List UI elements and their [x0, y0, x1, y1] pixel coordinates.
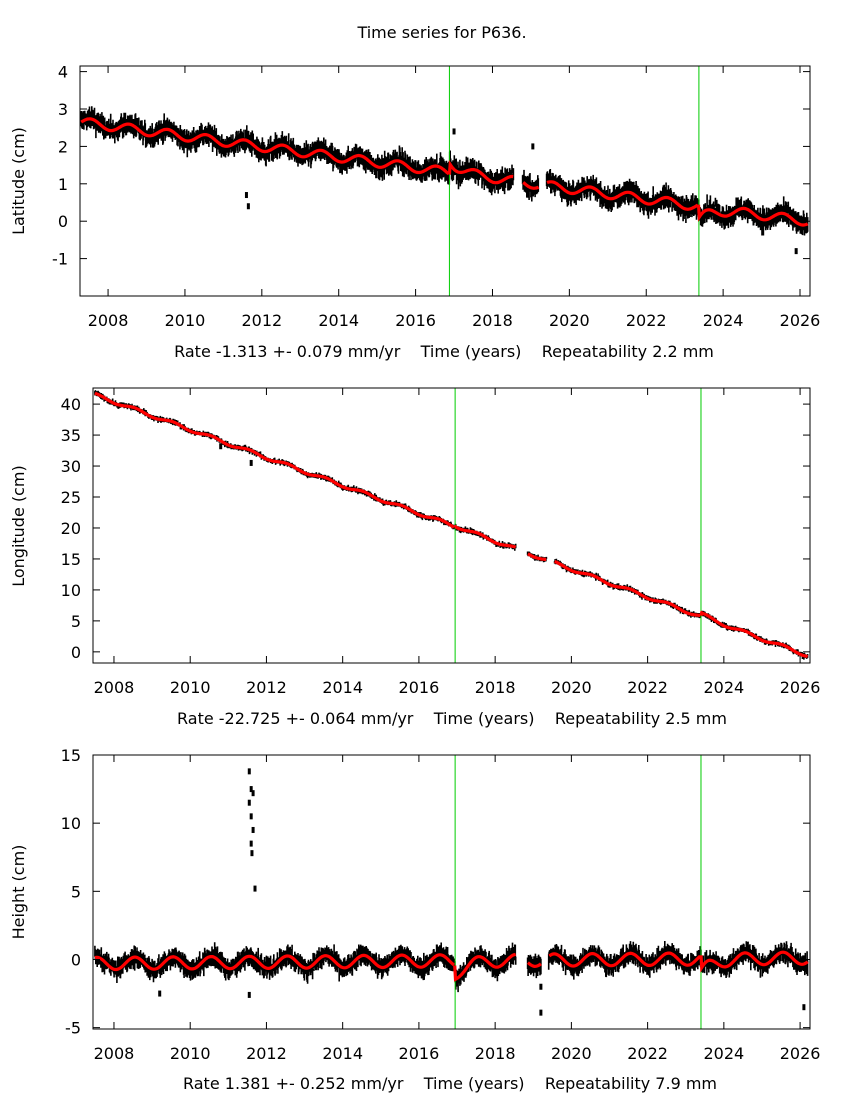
height-plot-frame	[92, 754, 811, 1030]
x-tick-label: 2024	[703, 1044, 744, 1063]
height-offset-lines	[454, 755, 702, 1029]
latitude-y-axis-label: Latitude (cm)	[9, 127, 28, 235]
y-tick-label: 5	[71, 612, 81, 631]
height-axis-ticks: 2008 2010 2012 2014 2016 2018 2020 2022 2024 2026…	[61, 746, 821, 1063]
model-fit-line	[94, 950, 809, 982]
height-x-axis-label: Rate 1.381 +- 0.252 mm/yr Time (years) R…	[183, 1074, 717, 1093]
longitude-model-fit	[94, 391, 809, 659]
y-tick-label: 35	[61, 426, 81, 445]
outlier-point	[219, 443, 223, 450]
outlier-point	[531, 143, 535, 150]
y-tick-label: 2	[58, 137, 68, 156]
outlier-point	[247, 768, 251, 775]
outlier-point	[250, 850, 254, 857]
y-tick-label: 15	[61, 550, 81, 569]
height-model-fit	[94, 950, 809, 982]
latitude-offset-lines	[448, 66, 700, 296]
x-tick-label: 2022	[627, 678, 668, 697]
y-tick-label: 0	[58, 212, 68, 231]
outlier-point	[246, 203, 250, 210]
x-tick-label: 2024	[703, 678, 744, 697]
x-tick-label: 2014	[322, 678, 363, 697]
latitude-plot-frame	[79, 65, 811, 297]
x-tick-label: 2014	[322, 1044, 363, 1063]
x-tick-label: 2020	[549, 311, 590, 330]
y-tick-label: 0	[71, 643, 81, 662]
longitude-offset-lines	[454, 388, 702, 663]
x-tick-label: 2024	[703, 311, 744, 330]
longitude-y-axis-label: Longitude (cm)	[9, 465, 28, 587]
x-tick-label: 2016	[395, 311, 436, 330]
longitude-x-axis-label: Rate -22.725 +- 0.064 mm/yr Time (years)…	[177, 709, 727, 728]
y-tick-label: 10	[61, 814, 81, 833]
x-tick-label: 2012	[246, 1044, 287, 1063]
outlier-point	[802, 1004, 806, 1011]
latitude-x-axis-label: Rate -1.313 +- 0.079 mm/yr Time (years) …	[174, 342, 714, 361]
y-tick-label: 25	[61, 488, 81, 507]
x-tick-label: 2018	[472, 311, 513, 330]
longitude-plot-frame	[92, 387, 811, 664]
x-tick-label: 2016	[399, 678, 440, 697]
x-tick-label: 2008	[88, 311, 129, 330]
y-tick-label: 20	[61, 519, 81, 538]
y-tick-label: -1	[52, 250, 68, 269]
y-tick-label: -5	[65, 1019, 81, 1038]
x-tick-label: 2022	[626, 311, 667, 330]
x-tick-label: 2008	[94, 678, 135, 697]
y-tick-label: 3	[58, 100, 68, 119]
latitude-panel: 2008 2010 2012 2014 2016 2018 2020 2022 2024 2026…	[9, 63, 820, 361]
y-tick-label: 40	[61, 395, 81, 414]
x-tick-label: 2012	[241, 311, 282, 330]
outlier-point	[539, 1009, 543, 1016]
x-tick-label: 2010	[170, 678, 211, 697]
x-tick-label: 2016	[399, 1044, 440, 1063]
figure-title: Time series for P636.	[356, 23, 526, 42]
x-tick-label: 2012	[246, 678, 287, 697]
y-tick-label: 0	[71, 950, 81, 969]
x-tick-label: 2018	[475, 1044, 516, 1063]
x-tick-label: 2008	[94, 1044, 135, 1063]
outlier-point	[249, 813, 253, 820]
longitude-panel: 2008 2010 2012 2014 2016 2018 2020 2022 2024 2026…	[9, 387, 821, 728]
outlier-point	[452, 128, 456, 135]
x-tick-label: 2014	[318, 311, 359, 330]
outlier-point	[247, 799, 251, 806]
height-panel: 2008 2010 2012 2014 2016 2018 2020 2022 2024 2026…	[9, 746, 820, 1093]
x-tick-label: 2018	[475, 678, 516, 697]
outlier-point	[794, 248, 798, 255]
x-tick-label: 2022	[627, 1044, 668, 1063]
x-tick-label: 2026	[780, 678, 821, 697]
y-tick-label: 4	[58, 63, 68, 82]
latitude-axis-ticks: 2008 2010 2012 2014 2016 2018 2020 2022 2024 2026…	[52, 63, 820, 330]
longitude-axis-ticks: 2008 2010 2012 2014 2016 2018 2020 2022 2024 2026…	[61, 388, 821, 697]
x-tick-label: 2020	[551, 1044, 592, 1063]
model-fit-line	[80, 117, 809, 227]
height-y-axis-label: Height (cm)	[9, 845, 28, 940]
outlier-point	[247, 991, 251, 998]
x-tick-label: 2010	[170, 1044, 211, 1063]
x-tick-label: 2026	[780, 311, 821, 330]
outlier-point	[249, 786, 253, 793]
x-tick-label: 2020	[551, 678, 592, 697]
outlier-point	[251, 826, 255, 833]
y-tick-label: 10	[61, 581, 81, 600]
y-tick-label: 1	[58, 175, 68, 194]
outlier-point	[249, 840, 253, 847]
y-tick-label: 30	[61, 457, 81, 476]
latitude-model-fit	[80, 117, 809, 227]
y-tick-label: 5	[71, 882, 81, 901]
x-tick-label: 2026	[780, 1044, 821, 1063]
outlier-point	[158, 990, 162, 997]
outlier-point	[249, 459, 253, 466]
y-tick-label: 15	[61, 746, 81, 765]
x-tick-label: 2010	[165, 311, 206, 330]
outlier-point	[253, 885, 257, 892]
model-fit-line	[94, 391, 809, 659]
outlier-point	[539, 983, 543, 990]
outlier-point	[244, 192, 248, 199]
outlier-point	[251, 790, 255, 797]
